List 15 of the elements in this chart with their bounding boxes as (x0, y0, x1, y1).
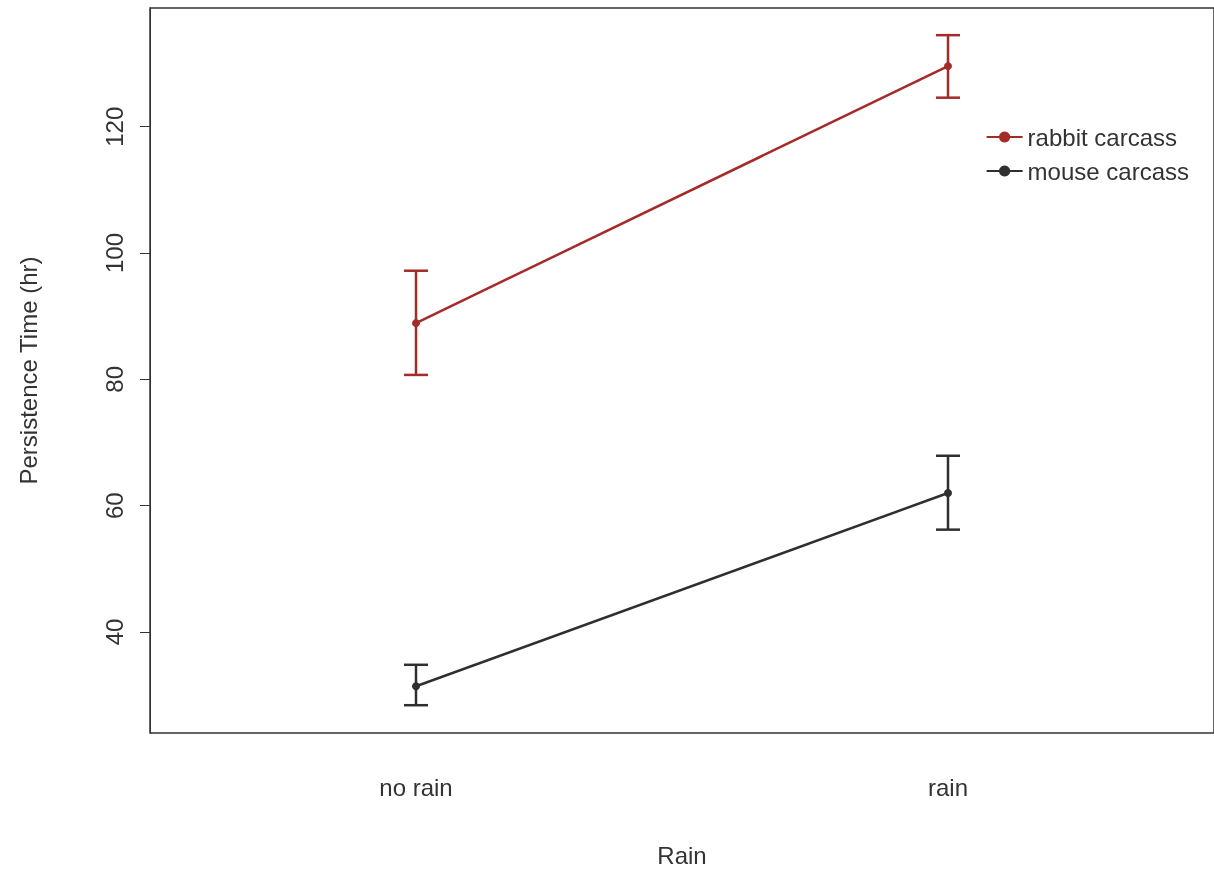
point (412, 682, 420, 691)
point (944, 489, 952, 498)
point (944, 62, 952, 71)
y-tick-label: 40 (100, 618, 128, 646)
y-tick-label: 100 (100, 233, 128, 274)
y-axis-title: Persistence Time (hr) (14, 256, 42, 485)
y-tick-label: 120 (100, 106, 128, 147)
y-tick-label: 60 (100, 492, 128, 519)
x-tick-label: rain (927, 773, 969, 801)
point (412, 319, 420, 328)
x-tick-label: no rain (379, 773, 453, 801)
x-axis-title: Rain (657, 841, 707, 869)
legend-label: rabbit carcass (1027, 123, 1177, 151)
legend-label: mouse carcass (1027, 157, 1189, 185)
y-tick-label: 80 (100, 365, 128, 393)
